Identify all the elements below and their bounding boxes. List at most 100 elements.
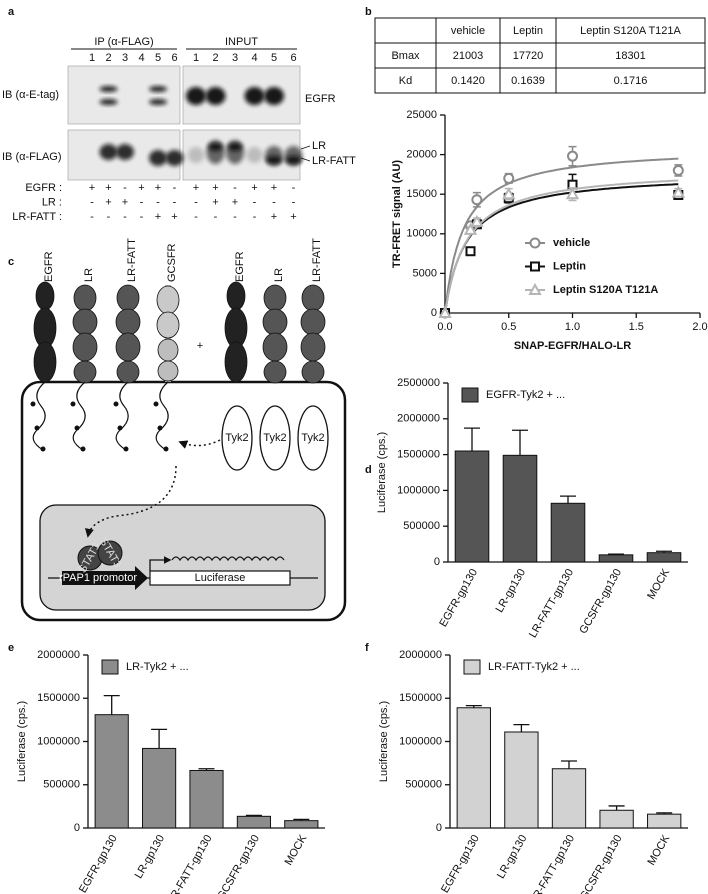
sign: + <box>155 182 161 194</box>
sign: - <box>194 196 198 208</box>
lane-number: 3 <box>232 52 238 64</box>
sign: + <box>212 196 218 208</box>
error-bar <box>656 550 672 553</box>
table-header: vehicle <box>451 25 485 37</box>
sign: + <box>105 182 111 194</box>
receptor-domain <box>73 284 97 312</box>
marker <box>465 246 476 257</box>
sign: - <box>272 196 276 208</box>
marker <box>567 150 578 162</box>
lane-number: 4 <box>251 52 257 64</box>
sign: + <box>193 182 199 194</box>
y-tick-label: 500000 <box>405 779 442 791</box>
marker <box>438 305 452 318</box>
blot-band <box>149 150 167 166</box>
marker <box>470 214 484 227</box>
bar <box>94 714 129 829</box>
x-tick-label: GCSFR-gp130 <box>215 833 262 894</box>
receptor-domain <box>301 360 325 384</box>
blot-band <box>285 156 302 164</box>
phospho-site <box>74 425 80 431</box>
marker <box>671 185 686 198</box>
y-tick-label: 0 <box>74 822 80 834</box>
marker <box>463 222 478 235</box>
y-tick-label: 1500000 <box>397 449 440 461</box>
marker <box>565 187 580 200</box>
phospho-site <box>117 425 123 431</box>
sign: + <box>155 211 161 223</box>
receptor-domain <box>116 360 140 384</box>
blot-row-label: IB (α-E-tag) <box>2 89 59 101</box>
receptor-tail <box>115 381 129 451</box>
blot-band <box>246 147 263 163</box>
receptor-label: LR-FATT <box>126 238 138 282</box>
lane-number: 4 <box>138 52 144 64</box>
phospho-site <box>34 425 40 431</box>
error-bar <box>151 728 168 749</box>
y-tick-label: 5000 <box>413 267 437 279</box>
x-tick-label: LR-gp130 <box>133 833 168 881</box>
receptor-domain <box>156 285 180 315</box>
activation-arrow <box>178 439 221 449</box>
bar <box>647 813 682 829</box>
x-tick-label: 2.0 <box>692 321 707 333</box>
y-tick-label: 1000000 <box>399 735 442 747</box>
band-label: LR <box>312 140 326 152</box>
phospho-site <box>80 446 86 452</box>
receptor-domain <box>157 338 179 362</box>
phospho-site <box>40 446 46 452</box>
lane-number: 5 <box>271 52 277 64</box>
receptor-label: LR <box>83 268 95 282</box>
receptor-domain <box>115 332 141 362</box>
x-tick-label: 1.0 <box>565 321 580 333</box>
marker <box>672 164 684 176</box>
marker <box>471 194 483 206</box>
blot-band <box>266 156 282 164</box>
sign: - <box>156 196 160 208</box>
legend-label: Leptin S120A T121A <box>553 284 658 296</box>
y-tick-label: 1000000 <box>397 484 440 496</box>
error-bar <box>512 429 528 456</box>
blot-band <box>116 144 134 160</box>
kinase <box>259 405 291 471</box>
legend-swatch <box>463 659 481 675</box>
blot-band <box>186 87 206 105</box>
blot-band <box>149 86 167 92</box>
y-tick-label: 2000000 <box>399 649 442 661</box>
x-tick-label: LR-FATT-gp130 <box>165 833 214 894</box>
x-tick-label: LR-FATT-gp130 <box>528 833 577 894</box>
legend-swatch <box>101 659 119 675</box>
y-tick-label: 0 <box>431 307 437 319</box>
legend-label: vehicle <box>553 237 590 249</box>
y-axis-label: TR-FRET signal (AU) <box>391 160 403 268</box>
marker <box>529 237 541 249</box>
bar <box>599 809 634 829</box>
y-axis-label: Luciferase (cps.) <box>16 701 28 782</box>
lane-number: 6 <box>171 52 177 64</box>
x-tick-label: MOCK <box>645 832 672 867</box>
y-tick-label: 20000 <box>406 149 437 161</box>
table-cell: Kd <box>399 75 412 87</box>
x-tick-label: 0.0 <box>437 321 452 333</box>
receptor-label: LR <box>273 268 285 282</box>
bar <box>504 731 539 829</box>
sign: + <box>271 182 277 194</box>
error-bar <box>561 760 577 769</box>
y-tick-label: 1500000 <box>399 692 442 704</box>
table-cell: 18301 <box>615 50 646 62</box>
y-tick-label: 25000 <box>406 109 437 121</box>
marker <box>502 187 516 200</box>
bar <box>502 454 538 563</box>
marker <box>503 172 515 184</box>
reporter-gene <box>149 570 291 586</box>
blot-row-label: IB (α-FLAG) <box>2 151 62 163</box>
sign: - <box>194 211 198 223</box>
receptor-domain <box>116 284 140 312</box>
blot-band <box>165 150 184 166</box>
translocation-arrow <box>85 465 177 538</box>
receptor-tail <box>72 381 86 451</box>
sign: - <box>233 182 237 194</box>
